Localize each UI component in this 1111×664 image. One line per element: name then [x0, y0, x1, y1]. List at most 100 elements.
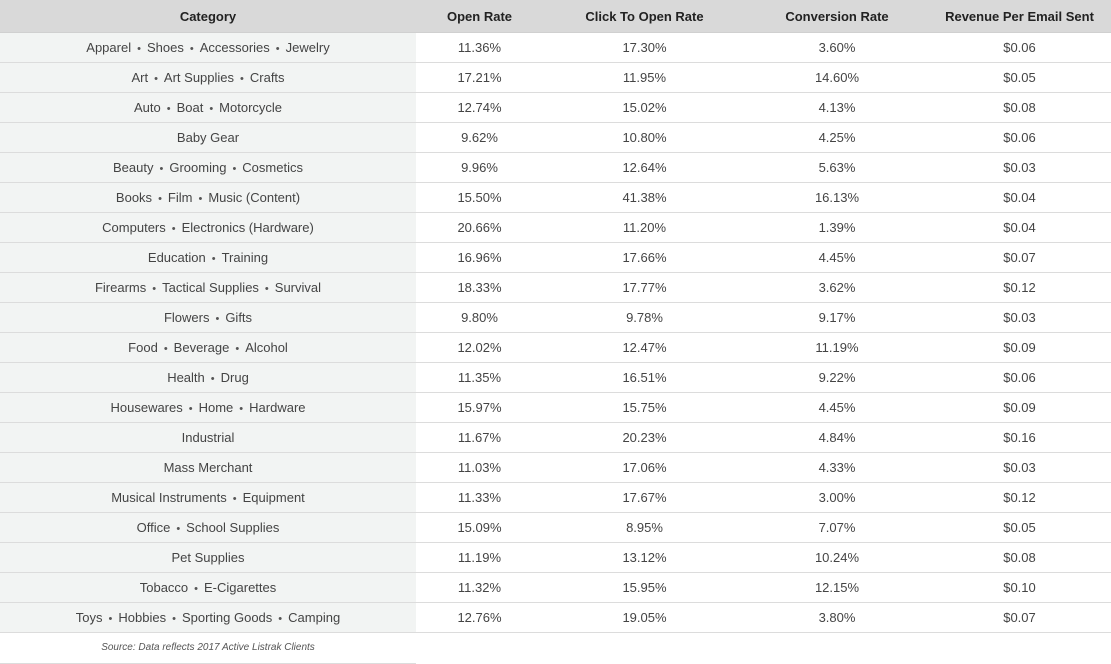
- category-separator: •: [108, 613, 113, 625]
- category-cell: Health • Drug: [0, 362, 416, 393]
- open-rate-cell: 11.33%: [416, 482, 543, 513]
- category-cell: Computers • Electronics (Hardware): [0, 212, 416, 243]
- revenue-per-email-cell: $0.10: [928, 572, 1111, 603]
- revenue-per-email-cell: $0.09: [928, 392, 1111, 423]
- revenue-per-email-cell: $0.04: [928, 212, 1111, 243]
- category-part: Grooming: [169, 160, 227, 175]
- click-to-open-rate-cell: 11.95%: [543, 62, 746, 93]
- open-rate-cell: 11.36%: [416, 32, 543, 63]
- revenue-per-email-cell: $0.06: [928, 362, 1111, 393]
- category-separator: •: [232, 493, 237, 505]
- conversion-rate-cell: 10.24%: [746, 542, 928, 573]
- click-to-open-rate-cell: 8.95%: [543, 512, 746, 543]
- table-header-row: Category Open Rate Click To Open Rate Co…: [0, 0, 1111, 33]
- category-part: Camping: [288, 610, 341, 625]
- table-row: Books • Film • Music (Content) 15.50% 41.38% 16…: [0, 182, 1111, 213]
- table-row: Food • Beverage • Alcohol 12.02% 12.47% 11.19% $…: [0, 332, 1111, 363]
- conversion-rate-cell: 1.39%: [746, 212, 928, 243]
- category-part: Flowers: [163, 310, 210, 325]
- category-part: Training: [221, 250, 269, 265]
- revenue-per-email-cell: $0.06: [928, 122, 1111, 153]
- click-to-open-rate-cell: 9.78%: [543, 302, 746, 333]
- category-cell: Baby Gear: [0, 122, 416, 153]
- open-rate-cell: 17.21%: [416, 62, 543, 93]
- category-separator: •: [235, 343, 240, 355]
- conversion-rate-cell: 3.00%: [746, 482, 928, 513]
- revenue-per-email-cell: $0.07: [928, 242, 1111, 273]
- table-row: Baby Gear 9.62% 10.80% 4.25% $0.06: [0, 122, 1111, 153]
- revenue-per-email-cell: $0.09: [928, 332, 1111, 363]
- source-note: Source: Data reflects 2017 Active Listra…: [0, 633, 416, 664]
- conversion-rate-cell: 5.63%: [746, 152, 928, 183]
- category-cell: Tobacco • E-Cigarettes: [0, 572, 416, 603]
- category-part: Home: [198, 400, 234, 415]
- open-rate-cell: 9.80%: [416, 302, 543, 333]
- open-rate-cell: 11.67%: [416, 422, 543, 453]
- conversion-rate-cell: 4.45%: [746, 242, 928, 273]
- click-to-open-rate-cell: 10.80%: [543, 122, 746, 153]
- table-row: Toys • Hobbies • Sporting Goods • Camping 12.76…: [0, 602, 1111, 633]
- category-cell: Art • Art Supplies • Crafts: [0, 62, 416, 93]
- click-to-open-rate-cell: 17.66%: [543, 242, 746, 273]
- header-conversion-rate: Conversion Rate: [746, 0, 928, 33]
- category-separator: •: [210, 373, 215, 385]
- category-part: Music (Content): [208, 190, 301, 205]
- category-separator: •: [240, 73, 244, 85]
- category-cell: Beauty • Grooming • Cosmetics: [0, 152, 416, 183]
- click-to-open-rate-cell: 16.51%: [543, 362, 746, 393]
- header-open-rate: Open Rate: [416, 0, 543, 33]
- conversion-rate-cell: 4.33%: [746, 452, 928, 483]
- category-part: Beverage: [173, 340, 230, 355]
- open-rate-cell: 12.76%: [416, 602, 543, 633]
- open-rate-cell: 15.09%: [416, 512, 543, 543]
- conversion-rate-cell: 3.80%: [746, 602, 928, 633]
- category-part: Cosmetics: [242, 160, 303, 175]
- category-part: Hobbies: [118, 610, 167, 625]
- category-part: Art: [131, 70, 149, 85]
- conversion-rate-cell: 11.19%: [746, 332, 928, 363]
- header-category: Category: [0, 0, 416, 33]
- category-part: Shoes: [146, 40, 184, 55]
- open-rate-cell: 18.33%: [416, 272, 543, 303]
- category-part: Film: [167, 190, 193, 205]
- category-separator: •: [209, 103, 214, 115]
- category-cell: Education • Training: [0, 242, 416, 273]
- category-part: Firearms: [94, 280, 147, 295]
- category-part: Motorcycle: [219, 100, 283, 115]
- conversion-rate-cell: 9.17%: [746, 302, 928, 333]
- category-part: School Supplies: [186, 520, 280, 535]
- revenue-per-email-cell: $0.16: [928, 422, 1111, 453]
- click-to-open-rate-cell: 20.23%: [543, 422, 746, 453]
- click-to-open-rate-cell: 13.12%: [543, 542, 746, 573]
- conversion-rate-cell: 9.22%: [746, 362, 928, 393]
- category-cell: Auto • Boat • Motorcycle: [0, 92, 416, 123]
- table-row: Health • Drug 11.35% 16.51% 9.22% $0.06: [0, 362, 1111, 393]
- category-part: Alcohol: [245, 340, 288, 355]
- category-part: Hardware: [249, 400, 306, 415]
- category-part: Crafts: [249, 70, 285, 85]
- category-part: Books: [115, 190, 153, 205]
- category-cell: Firearms • Tactical Supplies • Survival: [0, 272, 416, 303]
- category-cell: Toys • Hobbies • Sporting Goods • Camping: [0, 602, 416, 633]
- category-separator: •: [278, 613, 283, 625]
- category-part: Electronics (Hardware): [181, 220, 314, 235]
- table-row: Computers • Electronics (Hardware) 20.66% 11…: [0, 212, 1111, 243]
- category-part: E-Cigarettes: [204, 580, 277, 595]
- open-rate-cell: 20.66%: [416, 212, 543, 243]
- table-row: Education • Training 16.96% 17.66% 4.45% $0.07: [0, 242, 1111, 273]
- table-row: Tobacco • E-Cigarettes 11.32% 15.95% 12.15% $0…: [0, 572, 1111, 603]
- conversion-rate-cell: 4.25%: [746, 122, 928, 153]
- category-separator: •: [211, 253, 216, 265]
- click-to-open-rate-cell: 12.47%: [543, 332, 746, 363]
- category-part: Beauty: [113, 160, 154, 175]
- category-separator: •: [232, 163, 237, 175]
- click-to-open-rate-cell: 17.06%: [543, 452, 746, 483]
- category-part: Equipment: [242, 490, 305, 505]
- category-cell: Musical Instruments • Equipment: [0, 482, 416, 513]
- conversion-rate-cell: 3.62%: [746, 272, 928, 303]
- category-separator: •: [158, 193, 162, 205]
- category-cell: Industrial: [0, 422, 416, 453]
- category-separator: •: [163, 343, 168, 355]
- revenue-per-email-cell: $0.06: [928, 32, 1111, 63]
- category-part: Sporting Goods: [181, 610, 273, 625]
